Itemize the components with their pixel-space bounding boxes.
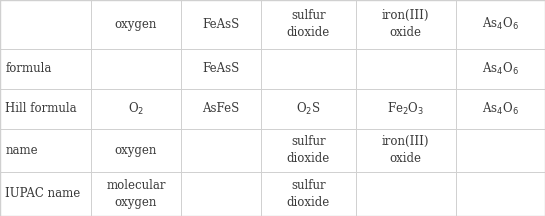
Text: sulfur
dioxide: sulfur dioxide [287,9,330,39]
Text: sulfur
dioxide: sulfur dioxide [287,135,330,165]
Text: FeAsS: FeAsS [202,18,240,31]
Text: name: name [5,144,38,157]
Text: Hill formula: Hill formula [5,102,77,115]
Text: FeAsS: FeAsS [202,62,240,75]
Text: iron(III)
oxide: iron(III) oxide [382,135,429,165]
Text: As$_4$O$_6$: As$_4$O$_6$ [482,100,519,117]
Text: oxygen: oxygen [115,18,157,31]
Text: Fe$_2$O$_3$: Fe$_2$O$_3$ [387,100,424,117]
Text: As$_4$O$_6$: As$_4$O$_6$ [482,16,519,32]
Text: formula: formula [5,62,52,75]
Text: sulfur
dioxide: sulfur dioxide [287,179,330,209]
Text: O$_2$: O$_2$ [128,100,144,117]
Text: molecular
oxygen: molecular oxygen [106,179,166,209]
Text: iron(III)
oxide: iron(III) oxide [382,9,429,39]
Text: As$_4$O$_6$: As$_4$O$_6$ [482,60,519,77]
Text: AsFeS: AsFeS [202,102,240,115]
Text: O$_2$S: O$_2$S [296,100,320,117]
Text: IUPAC name: IUPAC name [5,187,81,200]
Text: oxygen: oxygen [115,144,157,157]
